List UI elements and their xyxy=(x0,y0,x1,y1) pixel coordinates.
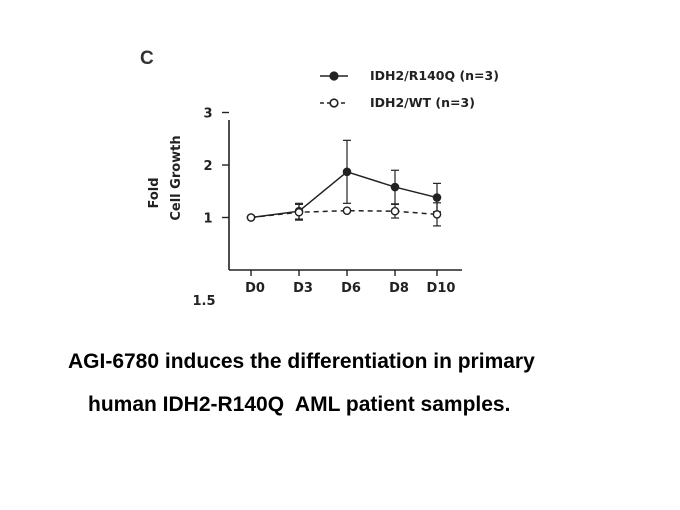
data-point xyxy=(432,193,442,202)
x-ticks: D0 D3 D6 D8 D10 xyxy=(245,270,455,296)
y-tick-label: 3 xyxy=(203,107,212,122)
axes xyxy=(228,120,462,271)
x-tick-label: D0 xyxy=(245,281,265,296)
fold-cell-growth-chart: C IDH2/R140Q (n=3) IDH2/WT (n=3) 1 2 3 D0 D3… xyxy=(140,48,499,309)
legend: IDH2/R140Q (n=3) IDH2/WT (n=3) xyxy=(320,68,499,110)
legend-marker xyxy=(329,98,339,108)
series-layer xyxy=(246,139,442,227)
caption-line-2: human IDH2-R140Q AML patient samples. xyxy=(88,393,511,416)
data-point xyxy=(246,213,256,222)
legend-entry: IDH2/WT (n=3) xyxy=(320,95,475,110)
caption-line-1: AGI-6780 induces the differentiation in … xyxy=(68,350,535,373)
data-point xyxy=(432,210,442,219)
y-axis-title-line-2: Cell Growth xyxy=(169,135,184,220)
x-tick-label: D3 xyxy=(293,281,313,296)
x-tick-label: D10 xyxy=(427,281,456,296)
x-tick-label: D8 xyxy=(389,281,409,296)
legend-entry: IDH2/R140Q (n=3) xyxy=(320,68,499,83)
panel-label: C xyxy=(140,48,154,69)
legend-label: IDH2/R140Q (n=3) xyxy=(370,68,499,83)
series-wt xyxy=(246,202,442,227)
data-point xyxy=(390,206,400,216)
data-point xyxy=(342,167,352,177)
y-ticks: 1 2 3 xyxy=(203,107,229,227)
x-tick-label: D6 xyxy=(341,281,361,296)
y-tick-label: 2 xyxy=(203,159,212,174)
data-point xyxy=(342,206,352,215)
y-tick-label: 1 xyxy=(203,212,212,227)
y-axis-title-line-1: Fold xyxy=(147,177,162,208)
legend-label: IDH2/WT (n=3) xyxy=(370,95,475,110)
data-point xyxy=(390,182,400,192)
extra-axis-label: 1.5 xyxy=(192,294,215,309)
data-point xyxy=(294,207,304,217)
legend-marker xyxy=(329,71,339,81)
